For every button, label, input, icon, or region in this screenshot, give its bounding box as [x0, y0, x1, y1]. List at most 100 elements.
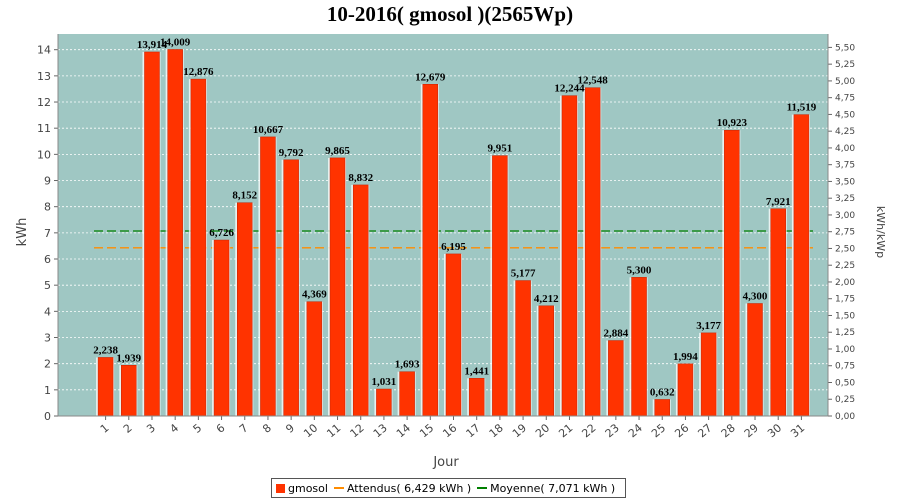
- bar: [376, 388, 392, 417]
- legend-label-attendus: Attendus( 6,429 kWh ): [346, 481, 472, 495]
- bar: [608, 340, 624, 417]
- bar: [422, 84, 439, 417]
- y2-tick-label: 3,25: [835, 194, 855, 204]
- y2-tick-label: 4,00: [835, 144, 855, 154]
- bar-value-label: 1,441: [464, 365, 489, 377]
- y2-tick-label: 1,00: [835, 345, 855, 355]
- bar-value-label: 9,865: [325, 145, 350, 157]
- bar-value-label: 9,951: [488, 143, 513, 155]
- x-tick-label: 6: [214, 421, 228, 435]
- bar-value-label: 13,914: [137, 39, 168, 51]
- x-tick-label: 22: [580, 421, 599, 440]
- y2-tick-label: 0,50: [835, 378, 855, 388]
- bar: [167, 49, 183, 417]
- bar: [793, 114, 810, 417]
- bar: [329, 157, 346, 417]
- y2-tick-label: 3,00: [835, 211, 855, 221]
- bar: [770, 208, 786, 417]
- x-tick-label: 13: [371, 421, 390, 440]
- legend-swatch-gmosol: [276, 483, 285, 493]
- y-tick-label: 1: [44, 384, 51, 397]
- x-tick-label: 12: [348, 421, 367, 440]
- x-tick-label: 29: [742, 421, 761, 440]
- bar: [399, 371, 415, 417]
- bar-value-label: 0,632: [650, 386, 675, 398]
- x-tick-label: 7: [237, 421, 251, 435]
- bar-value-label: 1,031: [372, 376, 397, 388]
- bar: [677, 363, 694, 417]
- bar: [144, 51, 160, 417]
- y-tick-label: 3: [44, 332, 51, 345]
- y-tick-label: 9: [44, 175, 51, 188]
- bar-value-label: 14,009: [160, 36, 191, 48]
- bar-value-label: 7,921: [766, 196, 791, 208]
- bar: [584, 87, 601, 417]
- x-tick-label: 24: [626, 421, 645, 440]
- bar: [306, 301, 323, 417]
- x-tick-label: 16: [440, 421, 459, 440]
- y-axis-label: kWh: [15, 218, 30, 247]
- x-axis-label: Jour: [432, 455, 459, 470]
- bar: [724, 129, 740, 417]
- x-tick-label: 3: [144, 421, 158, 435]
- x-tick-label: 23: [603, 421, 622, 440]
- legend-swatch-moyenne: [477, 487, 488, 489]
- legend: gmosol Attendus( 6,429 kWh ) Moyenne( 7,…: [271, 478, 627, 498]
- bar: [654, 399, 670, 417]
- bar: [631, 277, 647, 417]
- bar: [237, 202, 253, 417]
- y-tick-label: 0: [44, 410, 51, 423]
- x-tick-label: 28: [719, 421, 738, 440]
- bar-value-label: 2,884: [603, 328, 628, 340]
- bar-value-label: 8,832: [348, 172, 373, 184]
- y-tick-label: 10: [37, 148, 51, 161]
- bar-value-label: 3,177: [696, 320, 721, 332]
- x-tick-label: 2: [121, 421, 135, 435]
- bar: [561, 95, 578, 417]
- y2-tick-label: 0,00: [835, 412, 855, 422]
- x-tick-label: 1: [98, 421, 112, 435]
- y2-tick-label: 1,75: [835, 295, 855, 305]
- x-tick-label: 11: [324, 421, 343, 440]
- y-tick-label: 12: [37, 96, 51, 109]
- y2-tick-label: 1,25: [835, 328, 855, 338]
- y2-tick-label: 5,00: [835, 77, 855, 87]
- bar: [747, 303, 763, 417]
- x-tick-label: 10: [301, 421, 320, 440]
- bar: [538, 305, 555, 417]
- y-tick-label: 7: [44, 227, 51, 240]
- bar-value-label: 5,177: [511, 268, 536, 280]
- bar: [468, 378, 485, 417]
- x-tick-label: 26: [672, 421, 691, 440]
- bar: [700, 332, 717, 417]
- y2-tick-label: 1,50: [835, 311, 855, 321]
- y-tick-label: 8: [44, 201, 51, 214]
- bar-value-label: 10,923: [717, 117, 748, 129]
- bar-value-label: 8,152: [232, 190, 257, 202]
- y2-tick-label: 2,50: [835, 244, 855, 254]
- bar-value-label: 12,876: [183, 66, 214, 78]
- bar-value-label: 10,667: [253, 124, 284, 136]
- x-tick-label: 15: [417, 421, 436, 440]
- x-tick-label: 4: [167, 421, 181, 435]
- y2-tick-label: 4,25: [835, 127, 855, 137]
- bar-value-label: 6,195: [441, 241, 466, 253]
- y-tick-label: 2: [44, 358, 51, 371]
- y2-tick-label: 3,50: [835, 177, 855, 187]
- bar-value-label: 1,994: [673, 351, 698, 363]
- y-tick-label: 14: [37, 44, 51, 57]
- bar: [121, 365, 137, 417]
- y2-tick-label: 4,50: [835, 110, 855, 120]
- y2-tick-label: 2,25: [835, 261, 855, 271]
- x-tick-label: 8: [260, 421, 274, 435]
- y-tick-label: 6: [44, 253, 51, 266]
- y2-tick-label: 0,25: [835, 395, 855, 405]
- bar: [492, 155, 508, 417]
- legend-item-attendus: Attendus( 6,429 kWh ): [333, 481, 472, 495]
- bar: [190, 78, 207, 417]
- x-tick-label: 17: [464, 421, 483, 440]
- x-tick-label: 27: [695, 421, 714, 440]
- y2-tick-label: 3,75: [835, 161, 855, 171]
- bar-value-label: 12,548: [578, 75, 609, 87]
